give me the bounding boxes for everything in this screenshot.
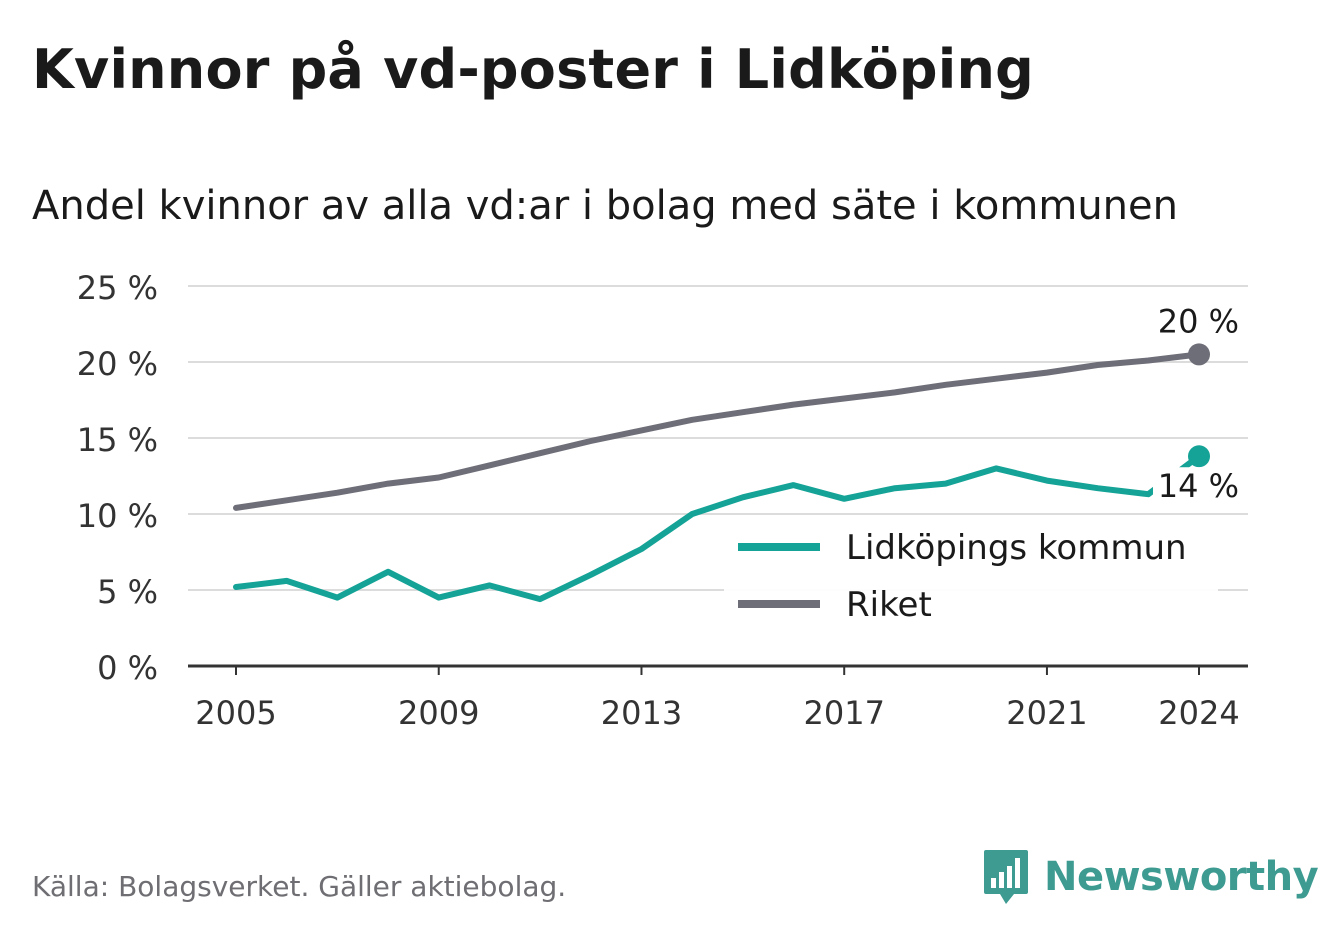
series-lines — [233, 343, 1210, 603]
x-tick-label: 2024 — [1158, 694, 1239, 732]
legend-background — [724, 520, 1218, 632]
y-tick-label: 20 % — [77, 345, 158, 383]
y-axis-ticks: 0 % 5 % 10 % 15 % 20 % 25 % — [77, 269, 158, 687]
x-tick-label: 2013 — [601, 694, 682, 732]
legend: Lidköpings kommun Riket — [724, 520, 1218, 632]
legend-label: Riket — [846, 585, 932, 625]
end-labels: 14 % 20 % — [1153, 302, 1239, 506]
end-value-label: 20 % — [1158, 302, 1239, 340]
y-tick-label: 10 % — [77, 497, 158, 535]
grid-lines — [188, 285, 1248, 591]
x-tick-label: 2009 — [398, 694, 479, 732]
newsworthy-logo-icon — [984, 850, 1028, 904]
series-line-lidk-pings-kommun — [233, 453, 1202, 603]
x-tick-label: 2005 — [195, 694, 276, 732]
brand-name: Newsworthy — [1044, 854, 1319, 900]
y-tick-label: 5 % — [97, 573, 158, 611]
chart-subtitle: Andel kvinnor av alla vd:ar i bolag med … — [32, 183, 1178, 229]
end-label-background — [1153, 467, 1239, 506]
series-end-point — [1188, 445, 1210, 468]
x-axis: 2005 2009 2013 2017 2021 2024 — [188, 664, 1248, 732]
series-line-riket — [233, 351, 1202, 511]
source-note: Källa: Bolagsverket. Gäller aktiebolag. — [32, 870, 567, 903]
brand-logo[interactable]: Newsworthy — [982, 848, 1319, 906]
legend-label: Lidköpings kommun — [846, 528, 1187, 568]
series-end-point — [1188, 343, 1210, 366]
y-tick-label: 15 % — [77, 421, 158, 459]
end-value-label: 14 % — [1158, 467, 1239, 505]
x-tick-label: 2017 — [803, 694, 884, 732]
y-tick-label: 25 % — [77, 269, 158, 307]
x-tick-label: 2021 — [1006, 694, 1087, 732]
y-tick-label: 0 % — [97, 649, 158, 687]
chart-title: Kvinnor på vd-poster i Lidköping — [32, 38, 1034, 101]
